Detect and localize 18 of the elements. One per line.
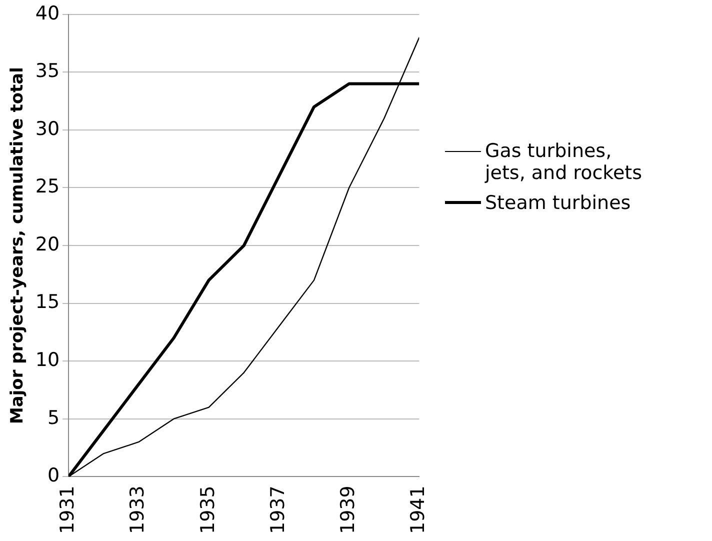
y-tick-label: 40 <box>35 2 60 24</box>
y-tick-label: 5 <box>47 406 60 429</box>
x-tick-label: 1933 <box>126 486 149 534</box>
y-tick-label: 10 <box>35 349 60 372</box>
y-axis-title: Major project-years, cumulative total <box>8 67 28 424</box>
legend-label: Gas turbines, jets, and rockets <box>485 140 644 184</box>
y-tick-label: 25 <box>35 176 60 198</box>
x-tick-label: 1931 <box>56 486 79 534</box>
x-tick-label: 1941 <box>407 486 430 534</box>
y-tick-label: 30 <box>35 118 60 140</box>
x-tick-label: 1935 <box>196 486 219 534</box>
y-tick-label: 20 <box>35 233 60 256</box>
y-tick-label: 15 <box>35 291 60 314</box>
y-tick-label: 0 <box>47 464 60 487</box>
legend-label: Steam turbines <box>485 192 631 214</box>
y-tick-label: 35 <box>35 60 60 82</box>
x-tick-label: 1939 <box>337 486 360 534</box>
x-tick-label: 1937 <box>266 486 289 534</box>
